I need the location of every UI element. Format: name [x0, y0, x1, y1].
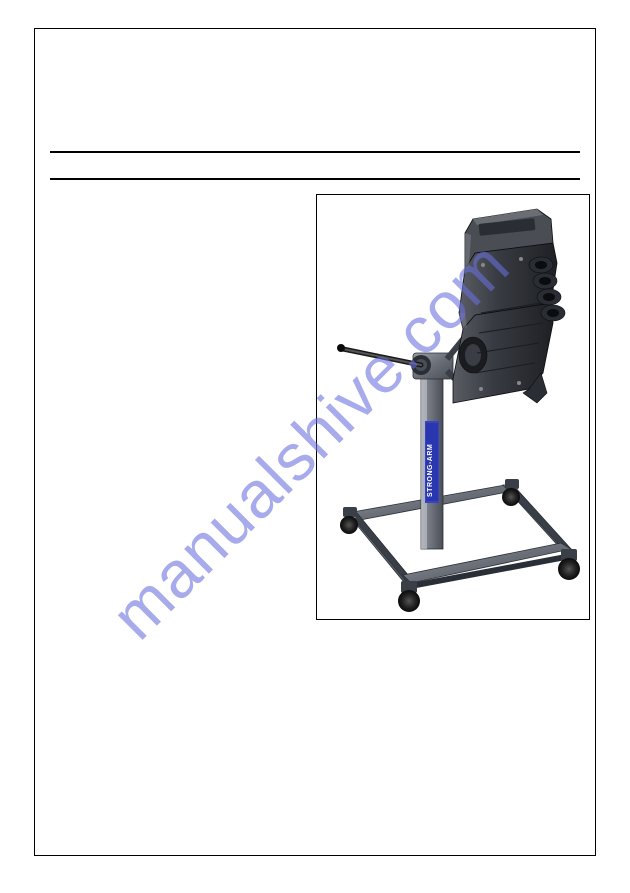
engine-block: [453, 209, 565, 403]
divider-bottom: [50, 178, 580, 180]
engine-stand-illustration: STRONG-ARM: [325, 203, 583, 613]
caster-front-right: [558, 549, 580, 580]
divider-top: [50, 151, 580, 153]
svg-text:STRONG-ARM: STRONG-ARM: [427, 444, 434, 497]
caster-back-left: [340, 507, 358, 534]
caster-back-right: [502, 479, 520, 506]
figure-frame: STRONG-ARM: [316, 194, 590, 620]
caster-front-left: [398, 581, 420, 612]
